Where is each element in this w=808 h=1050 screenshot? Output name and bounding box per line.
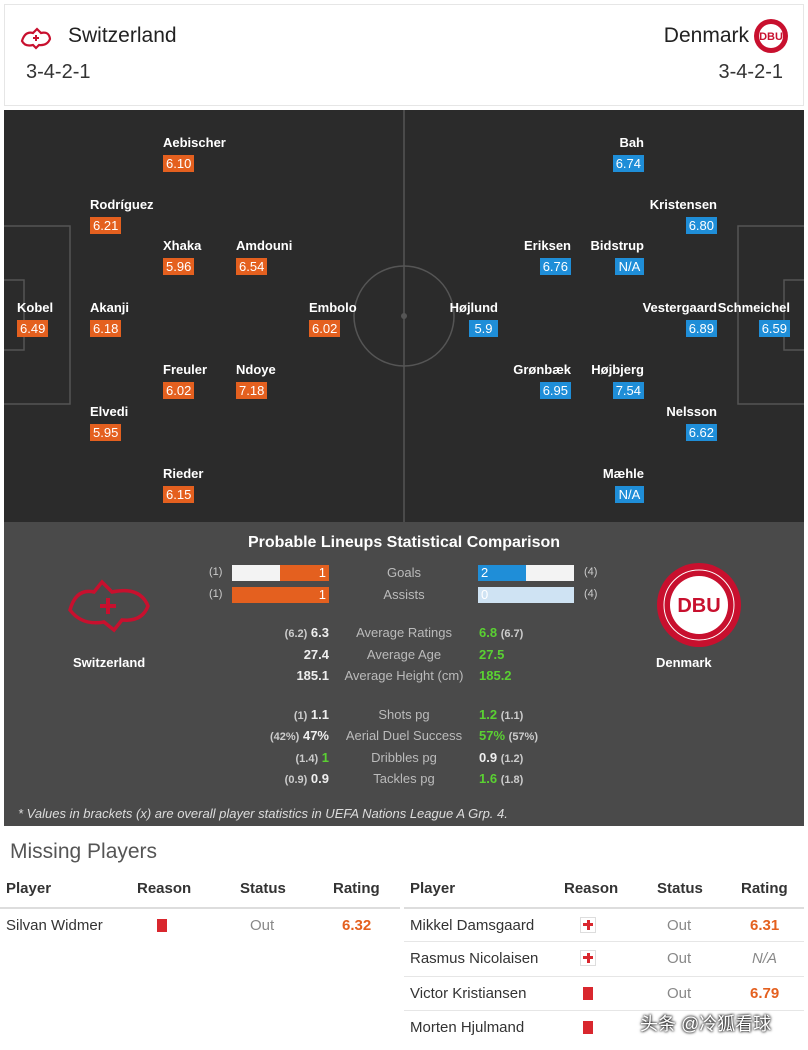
table-row[interactable]: Mikkel Damsgaard Out 6.31 bbox=[404, 907, 804, 941]
away-player-kristensen[interactable]: Kristensen 6.80 bbox=[649, 197, 717, 234]
player-rating: 6.89 bbox=[685, 320, 717, 337]
home-player-amdouni[interactable]: Amdouni 6.54 bbox=[236, 238, 293, 275]
away-player-hojlund[interactable]: Højlund 5.9 bbox=[449, 300, 498, 337]
player-rating: 6.80 bbox=[685, 217, 717, 234]
player-rating: 6.02 bbox=[309, 320, 341, 337]
player-rating: 5.96 bbox=[163, 258, 195, 275]
home-player-akanji[interactable]: Akanji 6.18 bbox=[90, 300, 130, 337]
stat-row-shots: (1) 1.1 Shots pg 1.2 (1.1) bbox=[293, 707, 524, 722]
home-assists-bar bbox=[232, 587, 329, 603]
home-team-name[interactable]: Switzerland bbox=[68, 24, 177, 47]
pitch-lineup: Aebischer 6.10 Rodríguez 6.21 Xhaka 5.96 Am… bbox=[4, 110, 804, 522]
stat-row-aerial-duel: (42%) 47% Aerial Duel Success 57% (57%) bbox=[270, 728, 538, 743]
away-team-name[interactable]: Denmark bbox=[663, 24, 749, 47]
dbu-crest-icon: DBU bbox=[753, 18, 788, 53]
player-rating: N/A bbox=[615, 258, 644, 275]
home-player-aebischer[interactable]: Aebischer 6.10 bbox=[163, 135, 226, 172]
away-player-vestergaard[interactable]: Vestergaard 6.89 bbox=[642, 300, 717, 337]
away-team-label: Denmark bbox=[656, 655, 712, 670]
home-player-kobel[interactable]: Kobel 6.49 bbox=[17, 300, 54, 337]
red-card-icon bbox=[583, 987, 593, 1000]
stat-row-average-age: 27.4 Average Age 27.5 bbox=[303, 647, 505, 662]
home-player-rieder[interactable]: Rieder 6.15 bbox=[163, 466, 204, 503]
away-player-maehle[interactable]: Mæhle N/A bbox=[602, 466, 644, 503]
home-team-label: Switzerland bbox=[73, 655, 146, 670]
player-rating: 6.02 bbox=[163, 382, 195, 399]
pitch-markings bbox=[4, 110, 804, 522]
player-rating: 6.10 bbox=[163, 155, 195, 172]
table-row[interactable]: Victor Kristiansen Out 6.79 bbox=[404, 976, 804, 1010]
away-formation: 3-4-2-1 bbox=[718, 61, 783, 83]
player-rating: 6.18 bbox=[90, 320, 122, 337]
table-row[interactable]: Morten Hjulmand bbox=[404, 1010, 804, 1044]
table-row[interactable]: Silvan Widmer Out 6.32 bbox=[0, 907, 400, 941]
player-rating: 6.62 bbox=[685, 424, 717, 441]
injury-icon bbox=[580, 917, 596, 933]
footnote: * Values in brackets (x) are overall pla… bbox=[18, 806, 508, 821]
missing-players-title: Missing Players bbox=[10, 840, 158, 863]
home-player-freuler[interactable]: Freuler 6.02 bbox=[163, 362, 208, 399]
red-card-icon bbox=[583, 1021, 593, 1034]
player-rating: 6.59 bbox=[758, 320, 790, 337]
match-header: Switzerland 3-4-2-1 Denmark DBU 3-4-2-1 bbox=[4, 4, 804, 106]
switzerland-crest-icon bbox=[64, 570, 154, 640]
statistical-comparison: Probable Lineups Statistical Comparison … bbox=[4, 522, 804, 826]
away-player-hojbjerg[interactable]: Højbjerg 7.54 bbox=[591, 362, 644, 399]
player-rating: 5.95 bbox=[90, 424, 122, 441]
home-player-embolo[interactable]: Embolo 6.02 bbox=[309, 300, 357, 337]
player-rating: 7.18 bbox=[236, 382, 268, 399]
red-card-icon bbox=[157, 919, 167, 932]
dbu-crest-icon: DBU bbox=[656, 562, 742, 648]
player-rating: 5.9 bbox=[469, 320, 498, 337]
svg-text:DBU: DBU bbox=[759, 31, 783, 43]
comparison-title: Probable Lineups Statistical Comparison bbox=[247, 534, 561, 551]
watermark: 头条 @冷狐看球 bbox=[640, 1014, 772, 1034]
table-row[interactable]: Rasmus Nicolaisen Out N/A bbox=[404, 941, 804, 975]
player-rating: N/A bbox=[615, 486, 644, 503]
stat-row-assists: (1) 1 Assists 0 (4) bbox=[209, 587, 598, 603]
player-rating: 6.21 bbox=[90, 217, 122, 234]
home-player-ndoye[interactable]: Ndoye 7.18 bbox=[236, 362, 276, 399]
away-player-bidstrup[interactable]: Bidstrup N/A bbox=[590, 238, 644, 275]
player-rating: 6.74 bbox=[612, 155, 644, 172]
player-rating: 6.54 bbox=[236, 258, 268, 275]
away-player-bah[interactable]: Bah 6.74 bbox=[534, 135, 644, 179]
player-rating: 6.95 bbox=[539, 382, 571, 399]
away-goals-bar bbox=[478, 565, 526, 581]
home-formation: 3-4-2-1 bbox=[26, 61, 91, 83]
away-player-nelsson[interactable]: Nelsson 6.62 bbox=[666, 404, 717, 441]
stat-row-goals: (1) 1 Goals 2 (4) bbox=[209, 565, 598, 581]
stat-row-dribbles: (1.4) 1 Dribbles pg 0.9 (1.2) bbox=[295, 750, 524, 765]
stat-row-tackles: (0.9) 0.9 Tackles pg 1.6 (1.8) bbox=[284, 771, 524, 786]
injury-icon bbox=[580, 950, 596, 966]
home-player-xhaka[interactable]: Xhaka 5.96 bbox=[163, 238, 202, 275]
home-goals-bar bbox=[280, 565, 329, 581]
home-player-rodriguez[interactable]: Rodríguez 6.21 bbox=[90, 197, 154, 234]
away-player-gronbaek[interactable]: Grønbæk 6.95 bbox=[513, 362, 571, 399]
switzerland-crest-icon bbox=[19, 21, 53, 55]
home-player-elvedi[interactable]: Elvedi 5.95 bbox=[90, 404, 129, 441]
away-player-eriksen[interactable]: Eriksen 6.76 bbox=[524, 238, 571, 275]
away-player-schmeichel[interactable]: Schmeichel 6.59 bbox=[717, 300, 790, 337]
player-rating: 6.15 bbox=[163, 486, 195, 503]
player-rating: 6.49 bbox=[17, 320, 49, 337]
player-rating: 6.76 bbox=[539, 258, 571, 275]
player-rating: 7.54 bbox=[612, 382, 644, 399]
svg-text:DBU: DBU bbox=[677, 595, 720, 617]
stat-row-average-height: 185.1 Average Height (cm) 185.2 bbox=[296, 668, 512, 683]
stat-row-average-ratings: (6.2) 6.3 Average Ratings 6.8 (6.7) bbox=[284, 625, 524, 640]
